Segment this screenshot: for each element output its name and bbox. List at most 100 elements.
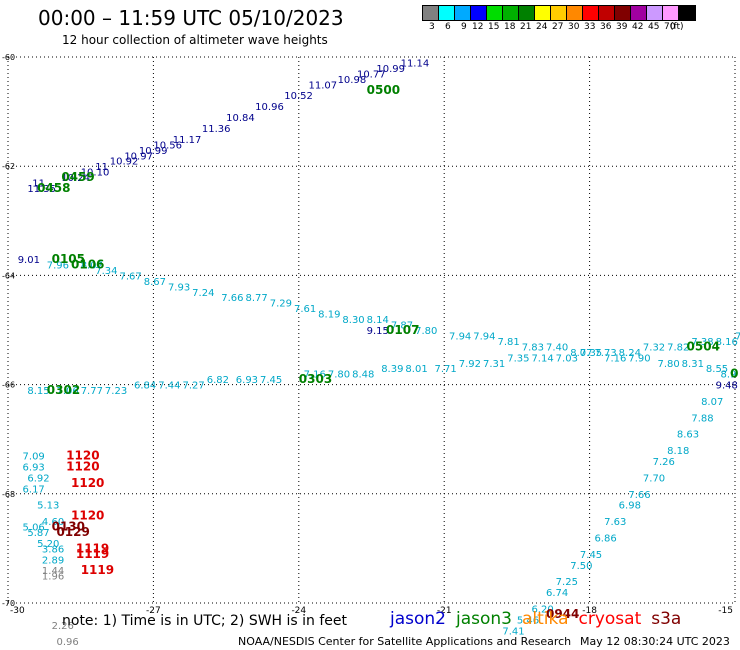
data-label: 1119 (76, 541, 109, 555)
x-tick-label: -18 (582, 606, 597, 616)
legend-swatch (647, 6, 663, 20)
satellite-s3a: s3a (651, 609, 682, 629)
legend-label: 42 (632, 22, 644, 32)
data-label: 7.92 (459, 359, 481, 370)
data-label: 0130 (52, 520, 85, 534)
satellite-cryosat: cryosat (578, 609, 642, 629)
data-label: 7.67 (119, 271, 141, 282)
data-label: 0.96 (56, 637, 78, 648)
data-label: 7.63 (604, 517, 626, 528)
data-label: 10.96 (255, 102, 284, 113)
data-label: 7.23 (105, 386, 127, 397)
x-tick-label: -30 (10, 606, 25, 616)
data-label: 7.81 (498, 337, 520, 348)
data-label: 7.50 (570, 561, 592, 572)
data-label: 7.35 (580, 348, 602, 359)
legend-label: 24 (536, 22, 548, 32)
data-label: 7.03 (556, 353, 578, 364)
legend-swatch (487, 6, 503, 20)
data-label: 6.92 (27, 473, 49, 484)
data-label: 7.26 (653, 457, 675, 468)
legend-swatch (615, 6, 631, 20)
data-label: 10.24 (61, 173, 90, 184)
data-label: 9.01 (18, 255, 40, 266)
data-label: 3.86 (42, 544, 64, 555)
color-legend (422, 5, 696, 21)
legend-swatch (583, 6, 599, 20)
satellite-jason2: jason2 (390, 609, 446, 629)
data-label: 5.46 (517, 615, 539, 626)
data-label: 0459 (61, 170, 94, 184)
data-label: 7.83 (522, 342, 544, 353)
data-label: 8.16 (716, 337, 738, 348)
data-label: 11.17 (173, 135, 202, 146)
data-label: 7.35 (507, 353, 529, 364)
data-label: 6.17 (23, 484, 45, 495)
data-label: 6.74 (546, 588, 568, 599)
data-label: 6.93 (23, 463, 45, 474)
data-label: 4.60 (42, 517, 64, 528)
y-tick-label: -66 (2, 381, 15, 390)
data-label: 6.98 (619, 501, 641, 512)
data-label: 7.80 (328, 370, 350, 381)
data-label: 10.92 (110, 157, 139, 168)
data-label: 1119 (76, 547, 109, 561)
satellite-legend: jason2 jason3 altika cryosat s3a (390, 609, 691, 629)
data-label: 8.18 (667, 446, 689, 457)
y-tick-label: -68 (2, 490, 15, 499)
data-label: 8.07 (570, 348, 592, 359)
generated-timestamp: May 12 08:30:24 UTC 2023 (580, 635, 730, 648)
data-label: 0107 (386, 323, 419, 337)
data-label: 10.77 (357, 69, 386, 80)
data-label: 1120 (66, 460, 99, 474)
data-label: 7.61 (294, 304, 316, 315)
x-tick-label: -15 (718, 606, 733, 616)
data-label: 7.45 (260, 375, 282, 386)
data-label: 7.87 (391, 321, 413, 332)
data-label: 8.30 (342, 315, 364, 326)
legend-swatch (535, 6, 551, 20)
data-label: 8.15 (27, 386, 49, 397)
y-tick-label: -70 (2, 599, 15, 608)
data-label: 1.44 (42, 566, 64, 577)
page-subtitle: 12 hour collection of altimeter wave hei… (62, 33, 328, 47)
legend-label: 45 (648, 22, 660, 32)
data-label: 5.20 (37, 539, 59, 550)
legend-swatch (455, 6, 471, 20)
data-label: 7.66 (221, 293, 243, 304)
data-label: 6.82 (207, 375, 229, 386)
data-label: 7.93 (168, 282, 190, 293)
data-label: 9.48 (716, 381, 738, 392)
data-label: 7.73 (594, 348, 616, 359)
data-label: 7.71 (435, 364, 457, 375)
data-label: 6.93 (236, 375, 258, 386)
data-label: 7.24 (192, 288, 214, 299)
data-label: 10.99 (376, 64, 405, 75)
data-label: 10.99 (139, 146, 168, 157)
credit-line: NOAA/NESDIS Center for Satellite Applica… (238, 635, 572, 648)
data-label: 7.38 (691, 337, 713, 348)
data-label: 1120 (66, 449, 99, 463)
data-label: 8.67 (144, 277, 166, 288)
legend-label: 33 (584, 22, 596, 32)
data-label: 11.07 (308, 80, 337, 91)
data-label: 8.07 (81, 260, 103, 271)
data-label: 8.31 (682, 359, 704, 370)
data-label: 1119 (81, 563, 114, 577)
legend-label: 30 (568, 22, 580, 32)
data-label: 8.24 (619, 348, 641, 359)
data-label: 10.56 (153, 140, 182, 151)
data-label: 2.26 (52, 621, 74, 632)
data-label: 8.63 (677, 430, 699, 441)
data-label: 11.14 (401, 58, 430, 69)
data-label: 7.31 (483, 359, 505, 370)
data-label: 8.39 (381, 364, 403, 375)
data-label: 7.66 (628, 490, 650, 501)
legend-label: 3 (429, 22, 435, 32)
data-label: 7.34 (95, 266, 117, 277)
data-label: 7.29 (270, 299, 292, 310)
data-label: 0944 (546, 607, 579, 621)
data-label: 10.97 (124, 151, 153, 162)
legend-swatch (471, 6, 487, 20)
data-label: 7.70 (643, 473, 665, 484)
